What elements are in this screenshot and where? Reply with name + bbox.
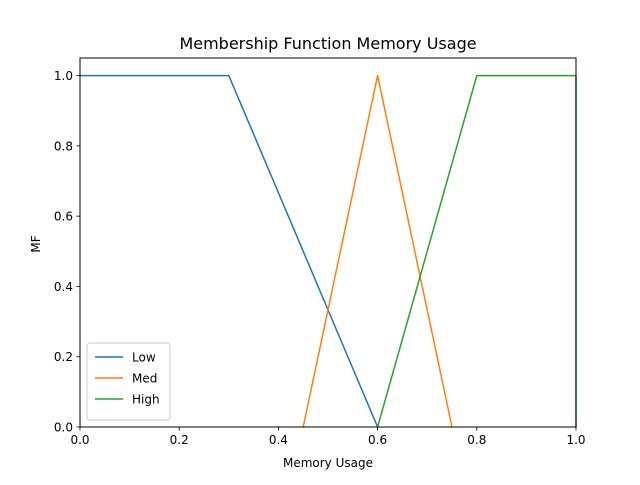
x-tick-label: 0.8 bbox=[467, 433, 486, 447]
y-tick-label: 0.4 bbox=[54, 280, 73, 294]
x-tick-label: 0.0 bbox=[70, 433, 89, 447]
legend: Low Med High bbox=[86, 342, 171, 421]
y-tick-label: 0.2 bbox=[54, 350, 73, 364]
legend-label-med: Med bbox=[132, 372, 157, 386]
x-axis-label: Memory Usage bbox=[283, 456, 373, 470]
series-line-med bbox=[302, 74, 453, 428]
chart-title: Membership Function Memory Usage bbox=[179, 34, 476, 53]
plot-frame bbox=[79, 57, 577, 428]
x-tick-label: 0.4 bbox=[269, 433, 288, 447]
x-tick-label: 1.0 bbox=[566, 433, 585, 447]
y-axis-ticks: 0.0 0.2 0.4 0.6 0.8 1.0 bbox=[54, 69, 80, 435]
y-tick-label: 0.0 bbox=[54, 421, 73, 435]
y-tick-label: 0.8 bbox=[54, 139, 73, 153]
y-tick-label: 0.6 bbox=[54, 210, 73, 224]
y-axis-label: MF bbox=[29, 235, 43, 252]
legend-label-low: Low bbox=[132, 351, 156, 365]
x-tick-label: 0.6 bbox=[368, 433, 387, 447]
y-tick-label: 1.0 bbox=[54, 69, 73, 83]
legend-label-high: High bbox=[132, 393, 160, 407]
x-axis-ticks: 0.0 0.2 0.4 0.6 0.8 1.0 bbox=[70, 427, 586, 447]
legend-box bbox=[86, 342, 171, 421]
x-tick-label: 0.2 bbox=[170, 433, 189, 447]
